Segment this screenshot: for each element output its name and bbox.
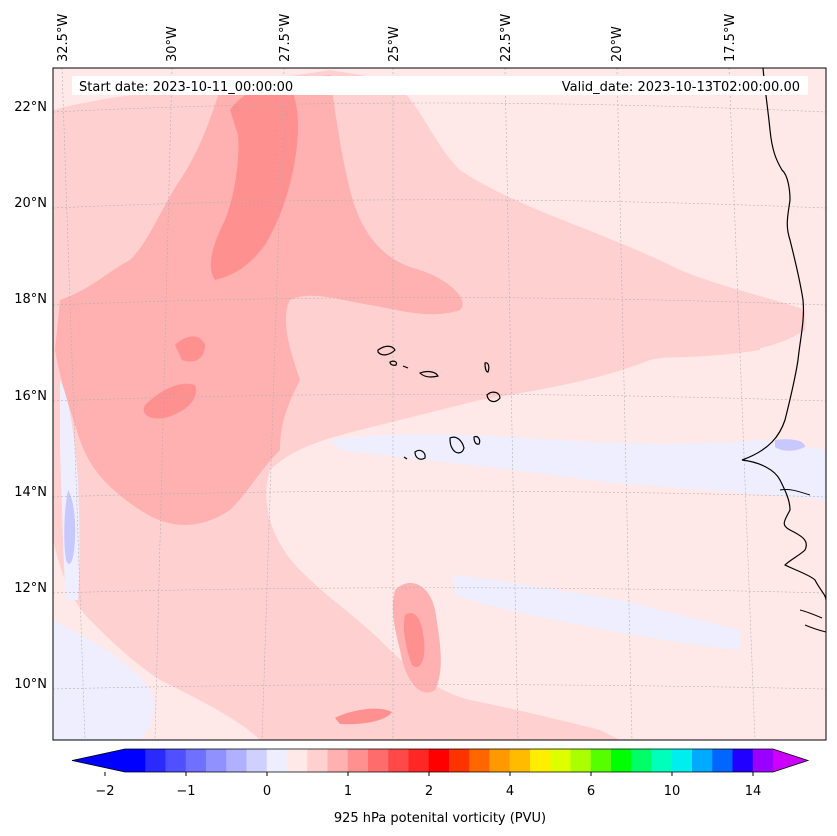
colorbar-outline [71,748,810,773]
lon-label-2: 30°W [165,26,180,62]
lat-label-7: 10°N [14,677,47,692]
colorbar-segment [246,749,268,772]
colorbar-ticks: −2 −1 0 1 2 4 6 10 14 [95,784,761,799]
lon-label-3: 27.5°W [278,14,293,62]
colorbar-segment [226,749,247,772]
colorbar-segment [408,749,430,772]
lon-label-7: 17.5°W [723,14,738,62]
cb-tick-label-9: 14 [745,784,762,799]
colorbar-segment [145,749,166,772]
map-frame [52,67,827,741]
colorbar-segment [307,749,328,772]
start-date-label: Start date: 2023-10-11_00:00:00 [79,80,293,95]
lat-label-2: 20°N [14,196,47,211]
pv-region-strong-north [210,80,298,280]
cb-tick-label-8: 10 [664,784,681,799]
colorbar-segment [428,749,450,772]
coastline-africa [741,68,826,601]
cb-tick-label-5: 2 [425,784,433,799]
pv-region-strong-bottom [335,708,392,725]
colorbar-segment [550,749,571,772]
cb-tick-label-6: 4 [506,784,514,799]
colorbar-extend-low [72,749,125,772]
colorbar-segment [590,749,612,772]
cb-tick-label-2: −1 [176,784,195,799]
colorbar-segment [206,749,227,772]
colorbar-extend-high [773,749,808,772]
colorbar [71,748,810,776]
coastline-gambia [779,489,811,496]
colorbar-segment [327,749,349,772]
pv-region-blue-coast [775,439,805,451]
colorbar-segment [347,749,369,772]
colorbar-segment [489,749,511,772]
cb-tick-label-4: 1 [344,784,352,799]
colorbar-segment [732,749,754,772]
colorbar-segment [611,749,632,772]
colorbar-segment [388,749,409,772]
cape-verde-islands [377,345,501,460]
lat-label-1: 22°N [14,100,47,115]
pv-region-strong-west [143,383,196,419]
colorbar-segment [469,749,490,772]
latitude-labels: 22°N 20°N 18°N 16°N 14°N 12°N 10°N [14,100,47,692]
colorbar-segment [752,749,774,772]
pv-field [53,68,826,740]
pv-region-light-blue-sw [53,620,155,740]
colorbar-segment [125,749,146,772]
colorbar-segment [449,749,470,772]
lon-label-5: 22.5°W [499,14,514,62]
colorbar-segment [530,749,551,772]
lon-label-6: 20°W [610,26,625,62]
colorbar-segment [165,749,187,772]
cb-tick-label-3: 0 [263,784,271,799]
colorbar-segment [651,749,673,772]
colorbar-segment [287,749,308,772]
colorbar-segment [671,749,693,772]
colorbar-title: 925 hPa potenital vorticity (PVU) [334,811,546,826]
longitude-labels: 32.5°W 30°W 27.5°W 25°W 22.5°W 20°W 17.5… [56,14,738,62]
colorbar-segment [692,749,713,772]
colorbar-segment [509,749,531,772]
colorbar-segment [368,749,389,772]
colorbar-segment [631,749,652,772]
pv-region-blue-west [64,490,76,564]
lat-label-6: 12°N [14,581,47,596]
lat-label-3: 18°N [14,292,47,307]
pv-region-light-blue-south [453,575,740,650]
lon-label-1: 32.5°W [56,14,71,62]
cb-tick-label-7: 6 [587,784,595,799]
lat-label-4: 16°N [14,389,47,404]
lat-label-5: 14°N [14,485,47,500]
valid-date-label: Valid_date: 2023-10-13T02:00:00.00 [562,80,800,95]
gridlines [53,68,826,740]
colorbar-segment [185,749,207,772]
pv-region-strong-south-core [403,612,425,668]
lon-label-4: 25°W [387,26,402,62]
pv-region-strong-west2 [175,336,205,362]
cb-tick-label-1: −2 [95,784,114,799]
colorbar-segment [570,749,592,772]
info-box [72,76,808,95]
colorbar-segment [712,749,733,772]
colorbar-segment [266,749,288,772]
coastline-guinea [799,609,826,633]
